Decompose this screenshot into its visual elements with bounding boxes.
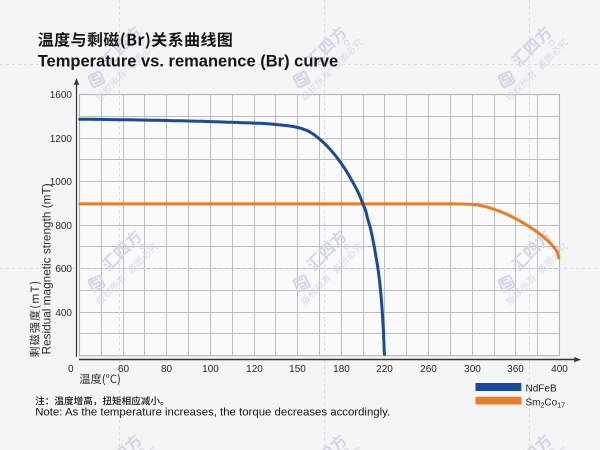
svg-text:400: 400 — [551, 364, 568, 375]
svg-text:260: 260 — [420, 364, 437, 375]
svg-text:1000: 1000 — [50, 177, 73, 188]
svg-text:300: 300 — [464, 364, 481, 375]
svg-text:100: 100 — [202, 364, 219, 375]
svg-text:Temperature vs. remanence (Br): Temperature vs. remanence (Br) curve — [38, 52, 339, 70]
svg-text:400: 400 — [55, 308, 72, 319]
svg-text:60: 60 — [118, 364, 130, 375]
svg-text:360: 360 — [507, 364, 524, 375]
svg-text:180: 180 — [333, 364, 350, 375]
svg-text:800: 800 — [55, 221, 72, 232]
svg-text:150: 150 — [289, 364, 306, 375]
svg-text:Sm2Co17: Sm2Co17 — [526, 397, 566, 409]
svg-text:1600: 1600 — [50, 90, 73, 101]
svg-text:80: 80 — [161, 364, 173, 375]
svg-text:1200: 1200 — [50, 134, 73, 145]
svg-text:NdFeB: NdFeB — [526, 384, 557, 395]
svg-text:0: 0 — [68, 364, 74, 375]
svg-text:Residual magnetic strength (mT: Residual magnetic strength (mT) — [39, 183, 53, 354]
svg-text:120: 120 — [246, 364, 263, 375]
svg-text:600: 600 — [55, 264, 72, 275]
svg-text:Note: As the temperature incre: Note: As the temperature increases, the … — [35, 407, 390, 419]
svg-text:220: 220 — [376, 364, 393, 375]
